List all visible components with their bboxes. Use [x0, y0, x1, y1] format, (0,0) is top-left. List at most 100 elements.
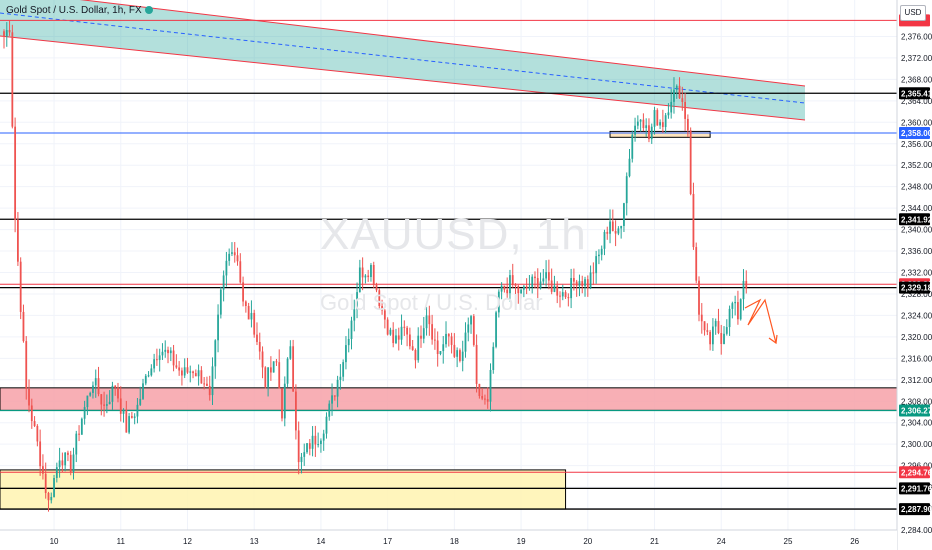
candle-body — [659, 122, 661, 126]
y-tick-label: 2,324.00 — [901, 311, 932, 320]
candle-body — [72, 454, 75, 473]
candle — [725, 319, 728, 336]
candle — [603, 229, 606, 256]
candle-body — [595, 256, 598, 274]
candle-body — [331, 395, 333, 404]
candle — [297, 421, 300, 475]
candles — [3, 20, 748, 512]
candle — [78, 425, 80, 442]
candle — [570, 268, 573, 309]
price-tag-label: 2,365.41 — [901, 89, 932, 98]
candle — [86, 395, 89, 416]
candle — [111, 381, 114, 410]
candle-body — [136, 404, 139, 417]
candle — [428, 305, 431, 336]
candle-body — [336, 379, 339, 397]
candle — [200, 366, 203, 384]
candle-body — [495, 312, 497, 347]
candle — [281, 388, 283, 422]
candle-body — [356, 292, 358, 310]
candle — [167, 346, 169, 364]
candle-body — [19, 261, 22, 312]
channel-top-line — [79, 0, 806, 87]
candle-body — [545, 272, 547, 279]
candle-body — [739, 299, 742, 320]
candle — [581, 275, 584, 294]
y-tick-label: 2,340.00 — [901, 226, 932, 235]
candle — [169, 347, 172, 362]
candle — [119, 386, 122, 422]
candle — [183, 358, 186, 379]
candle-body — [55, 467, 58, 478]
candle-body — [575, 281, 578, 286]
candle-body — [283, 383, 286, 419]
candle — [573, 268, 575, 291]
candle — [383, 309, 386, 329]
candle — [358, 259, 361, 293]
candle — [117, 382, 119, 403]
candle — [625, 172, 628, 216]
candle-body — [172, 350, 175, 366]
candle-body — [642, 119, 645, 129]
candle-body — [5, 30, 8, 37]
candle-body — [194, 373, 197, 377]
candle-body — [542, 278, 545, 282]
candle — [539, 272, 542, 290]
candle-body — [414, 350, 417, 361]
y-tick-label: 2,304.00 — [901, 419, 932, 428]
candle-body — [133, 416, 136, 418]
candle-body — [320, 440, 322, 445]
candle-body — [11, 32, 14, 127]
candle-body — [712, 326, 714, 345]
candle-body — [181, 370, 183, 376]
candle — [244, 300, 247, 313]
candle — [367, 269, 370, 282]
x-tick-label: 21 — [650, 537, 659, 546]
candle — [392, 322, 395, 348]
candle — [495, 310, 497, 349]
candle-body — [481, 395, 484, 399]
candle — [247, 302, 250, 320]
demand-zone — [0, 469, 567, 510]
candle-body — [567, 297, 570, 299]
candle — [372, 261, 375, 289]
candle-body — [425, 315, 428, 329]
candle — [509, 269, 511, 302]
candle-body — [561, 292, 564, 297]
candle — [22, 304, 25, 343]
candle-body — [464, 332, 467, 352]
candle — [308, 438, 311, 456]
candle — [258, 332, 261, 360]
candle-body — [539, 281, 542, 289]
candle-body — [431, 324, 434, 340]
price-tag — [899, 466, 930, 479]
currency-button[interactable]: USD — [900, 5, 926, 21]
candle-body — [169, 350, 172, 354]
candle-body — [275, 361, 278, 363]
candle — [592, 262, 595, 286]
candle-body — [58, 460, 61, 468]
candle-body — [406, 327, 408, 335]
candle — [283, 376, 286, 427]
candle — [242, 276, 244, 307]
candle — [636, 115, 639, 130]
candle — [339, 364, 342, 390]
candle — [192, 370, 194, 379]
x-tick-label: 10 — [50, 537, 59, 546]
candle-body — [281, 388, 283, 419]
candle-body — [461, 351, 464, 361]
candle-body — [61, 460, 64, 466]
candle-body — [528, 286, 531, 289]
y-tick-label: 2,364.00 — [901, 97, 932, 106]
candle-body — [264, 367, 267, 387]
candle — [661, 109, 664, 133]
candle — [42, 454, 44, 480]
candle-body — [269, 367, 272, 373]
price-tag-label: 2,329.18 — [901, 284, 932, 293]
candle — [108, 390, 111, 405]
candle — [481, 388, 484, 401]
candle-body — [636, 121, 639, 126]
small-box — [609, 130, 711, 138]
candle-body — [459, 350, 461, 361]
